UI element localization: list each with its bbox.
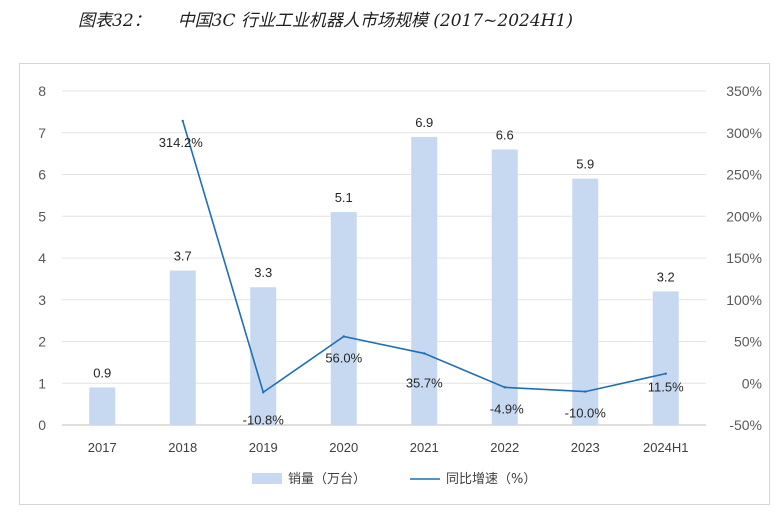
growth-point (664, 372, 667, 375)
y-right-tick-label: 350% (726, 83, 762, 99)
bar (572, 178, 599, 425)
legend-swatch-bar (252, 473, 282, 484)
y-right-tick-label: 250% (726, 167, 762, 183)
growth-point (262, 391, 265, 394)
y-left-tick-label: 1 (38, 375, 46, 391)
x-tick-label: 2021 (410, 440, 439, 455)
bar-value-label: 3.2 (657, 269, 675, 284)
x-tick-label: 2024H1 (643, 440, 689, 455)
bars (89, 136, 679, 426)
y-left-tick-label: 7 (38, 125, 46, 141)
axes: 0 1 2 3 4 5 6 7 8 -50% 0% 50% 100% 150% 200% 250% 300% 35… (38, 83, 762, 455)
growth-point (423, 352, 426, 355)
growth-value-label: 11.5% (648, 380, 684, 395)
bar (652, 291, 679, 425)
x-tick-label: 2020 (329, 440, 358, 455)
data-labels: 0.9 3.7 3.3 5.1 6.9 6.6 5.9 3.2 314.2% -10.8% 56.0… (93, 115, 684, 427)
chart-frame (19, 63, 770, 505)
y-right-tick-label: 200% (726, 208, 762, 224)
x-tick-label: 2023 (571, 440, 600, 455)
x-tick-label: 2019 (249, 440, 278, 455)
bar-value-label: 5.1 (335, 190, 353, 205)
y-left-tick-label: 8 (38, 83, 46, 99)
y-right-tick-label: 300% (726, 125, 762, 141)
growth-point (503, 386, 506, 389)
bar (169, 270, 196, 425)
bar-value-label: 3.7 (174, 249, 192, 264)
y-left-tick-label: 3 (38, 292, 46, 308)
bar-value-label: 0.9 (93, 365, 111, 380)
chart-title: 图表32： 中国3C 行业工业机器人市场规模 (2017~2024H1) (78, 11, 573, 31)
growth-line (181, 119, 667, 394)
growth-value-label: 35.7% (406, 375, 443, 390)
y-left-tick-label: 2 (38, 334, 46, 350)
y-right-tick-label: 0% (742, 375, 762, 391)
growth-value-label: -4.9% (490, 401, 524, 416)
bar (89, 387, 116, 425)
bar-value-label: 6.9 (415, 115, 433, 130)
y-left-tick-label: 6 (38, 167, 46, 183)
bar-value-label: 5.9 (576, 157, 594, 172)
y-left-tick-label: 5 (38, 208, 46, 224)
growth-value-label: 56.0% (325, 350, 362, 365)
growth-value-label: -10.0% (565, 406, 607, 421)
legend: 销量（万台） 同比增速（%） (252, 472, 536, 487)
legend-label-line: 同比增速（%） (446, 472, 536, 487)
y-right-tick-label: -50% (729, 417, 762, 433)
x-tick-label: 2018 (168, 440, 197, 455)
growth-point (181, 119, 184, 123)
growth-point (584, 390, 587, 393)
growth-value-label: -10.8% (243, 412, 285, 427)
bar-value-label: 6.6 (496, 127, 514, 142)
growth-value-label: 314.2% (159, 135, 204, 150)
bar-value-label: 3.3 (254, 265, 272, 280)
bar (250, 287, 277, 425)
y-right-tick-label: 50% (734, 334, 762, 350)
gridlines (62, 90, 706, 426)
bar (411, 136, 438, 426)
y-right-tick-label: 100% (726, 292, 762, 308)
y-left-tick-label: 4 (38, 250, 46, 266)
growth-point (342, 335, 345, 338)
x-tick-label: 2017 (88, 440, 117, 455)
bar (491, 149, 518, 425)
bar (330, 212, 357, 425)
x-tick-label: 2022 (490, 440, 519, 455)
y-left-tick-label: 0 (38, 417, 46, 433)
legend-label-bar: 销量（万台） (288, 472, 366, 487)
y-right-tick-label: 150% (726, 250, 762, 266)
